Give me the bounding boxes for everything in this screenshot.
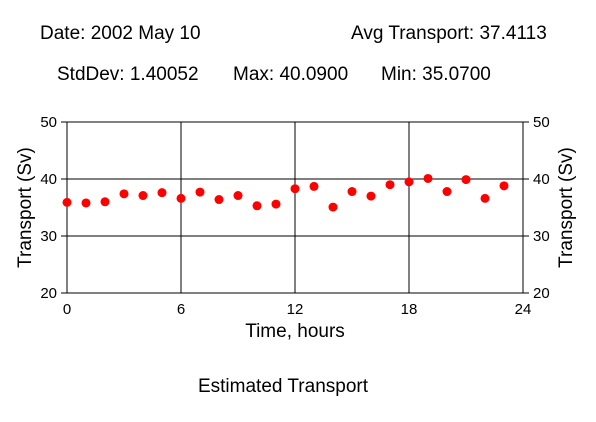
data-point [138, 191, 148, 201]
data-point [271, 199, 281, 209]
data-point [309, 181, 319, 191]
y-tick-label-right: 30 [533, 228, 550, 245]
y-tick-label-right: 40 [533, 171, 550, 188]
footer-caption: Estimated Transport [198, 376, 369, 397]
y-tick-label-left: 30 [40, 228, 57, 245]
data-point [442, 187, 452, 197]
max-label: Max: 40.0900 [233, 64, 349, 85]
data-point [366, 191, 376, 201]
y-tick-label-left: 40 [40, 171, 57, 188]
data-point [423, 173, 433, 183]
data-point [119, 189, 129, 199]
data-point [157, 188, 167, 198]
y-axis-title-right: Transport (Sv) [556, 147, 577, 268]
grid [67, 122, 523, 293]
data-point [62, 197, 72, 207]
data-point [347, 187, 357, 197]
data-point [100, 197, 110, 207]
x-tick-label: 12 [287, 301, 304, 318]
data-point [214, 195, 224, 205]
x-axis-title: Time, hours [245, 321, 345, 342]
x-tick-label: 0 [63, 301, 71, 318]
data-point [385, 180, 395, 190]
y-tick-label-left: 20 [40, 285, 57, 302]
data-point [195, 187, 205, 197]
data-point [328, 202, 338, 212]
data-point [290, 184, 300, 194]
y-tick-label-right: 50 [533, 114, 550, 131]
data-point [461, 175, 471, 185]
data-point [480, 193, 490, 203]
avg-transport-label: Avg Transport: 37.4113 [351, 23, 547, 44]
data-point [499, 181, 509, 191]
x-tick-label: 6 [177, 301, 185, 318]
data-point [404, 177, 414, 187]
date-label: Date: 2002 May 10 [40, 23, 201, 44]
data-point [233, 191, 243, 201]
y-tick-label-right: 20 [533, 285, 550, 302]
data-point [176, 193, 186, 203]
data-points [62, 173, 509, 212]
y-axis-title-left: Transport (Sv) [15, 147, 36, 268]
stddev-label: StdDev: 1.40052 [57, 64, 199, 85]
data-point [252, 201, 262, 211]
y-tick-label-left: 50 [40, 114, 57, 131]
x-tick-label: 24 [515, 301, 532, 318]
min-label: Min: 35.0700 [381, 64, 491, 85]
data-point [81, 198, 91, 208]
x-tick-label: 18 [401, 301, 418, 318]
